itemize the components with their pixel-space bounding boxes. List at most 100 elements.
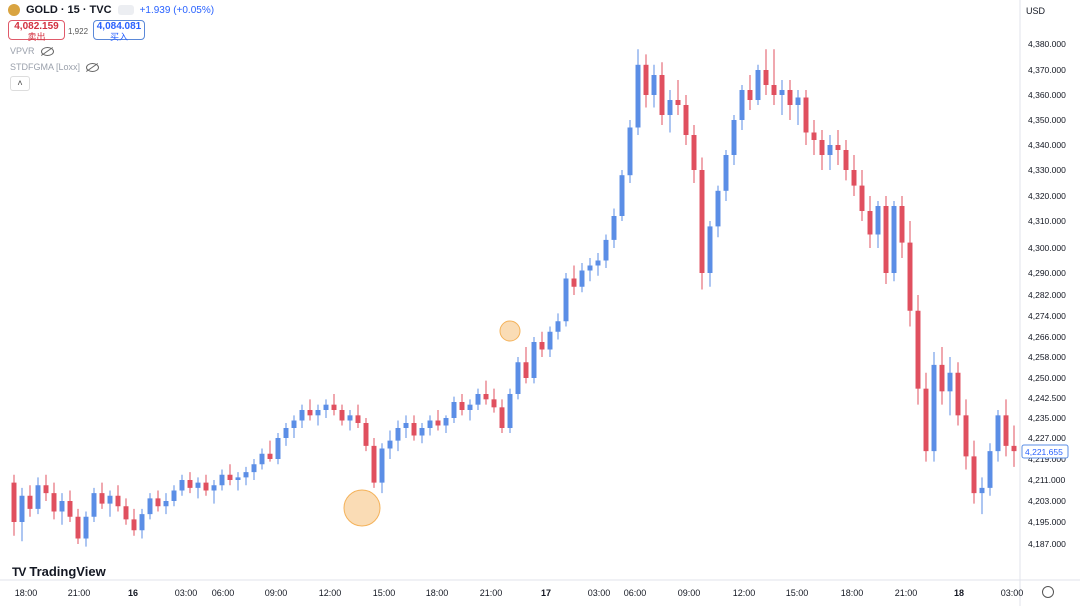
- candle-body: [379, 448, 385, 483]
- candle-body: [387, 440, 393, 449]
- candle-body: [227, 474, 233, 480]
- candle-body: [779, 90, 785, 95]
- gold-logo-icon: [8, 4, 20, 16]
- current-price-label: 4,221.655: [1025, 447, 1063, 457]
- candle-body: [803, 97, 809, 133]
- candle-body: [923, 388, 929, 452]
- candle-body: [427, 420, 433, 428]
- candle-body: [523, 362, 529, 378]
- candle-body: [987, 451, 993, 488]
- candle-body: [979, 487, 985, 494]
- sell-price: 4,082.159: [14, 21, 59, 32]
- candle-body: [507, 394, 513, 428]
- candle-body: [299, 410, 305, 421]
- candle-body: [539, 342, 545, 350]
- candle-body: [107, 495, 113, 504]
- y-tick-label: 4,235.000: [1028, 413, 1066, 423]
- x-tick-label: 06:00: [624, 588, 647, 598]
- candle-body: [579, 270, 585, 287]
- candle-body: [499, 407, 505, 428]
- candle-body: [619, 175, 625, 216]
- collapse-legend-button[interactable]: ˄: [10, 76, 30, 91]
- y-tick-label: 4,370.000: [1028, 65, 1066, 75]
- indicator-stdfgma-label: STDFGMA [Loxx]: [10, 62, 81, 72]
- candle-body: [483, 394, 489, 400]
- candle-body: [291, 420, 297, 428]
- candle-body: [515, 362, 521, 394]
- candle-body: [907, 242, 913, 311]
- candle-body: [419, 428, 425, 436]
- candle-body: [627, 127, 633, 176]
- spread-value: 1,922: [68, 27, 89, 36]
- candle-body: [267, 453, 273, 459]
- candle-body: [43, 485, 49, 494]
- x-tick-label: 15:00: [786, 588, 809, 598]
- candle-body: [115, 495, 121, 507]
- hide-eye-icon[interactable]: [86, 62, 100, 72]
- x-tick-label: 21:00: [480, 588, 503, 598]
- indicator-vpvr[interactable]: VPVR: [10, 46, 54, 56]
- buy-price: 4,084.081: [96, 21, 142, 32]
- candle-body: [451, 402, 457, 418]
- candle-body: [835, 145, 841, 150]
- candle-body: [75, 516, 81, 539]
- candle-body: [715, 190, 721, 227]
- candle-body: [939, 364, 945, 392]
- sell-button[interactable]: 4,082.159 卖出: [8, 20, 65, 42]
- candle-body: [371, 445, 377, 483]
- candle-body: [435, 420, 441, 426]
- candle-body: [355, 415, 361, 423]
- y-tick-label: 4,274.000: [1028, 311, 1066, 321]
- candle-body: [995, 415, 1001, 452]
- candle-body: [99, 493, 105, 504]
- candle-body: [699, 170, 705, 273]
- candle-body: [1011, 445, 1017, 452]
- candle-body: [747, 90, 753, 100]
- candle-body: [315, 410, 321, 416]
- candle-body: [827, 145, 833, 155]
- y-tick-label: 4,203.000: [1028, 496, 1066, 506]
- candle-body: [667, 100, 673, 115]
- candle-body: [275, 438, 281, 459]
- candle-body: [963, 415, 969, 457]
- market-status-icon[interactable]: [117, 5, 134, 15]
- candle-body: [755, 70, 761, 100]
- x-tick-label: 15:00: [373, 588, 396, 598]
- candle-body: [27, 495, 33, 509]
- candle-body: [571, 278, 577, 287]
- brand-name: TradingView: [29, 564, 106, 579]
- candle-body: [259, 453, 265, 465]
- candle-body: [643, 64, 649, 95]
- candle-body: [219, 474, 225, 486]
- candle-body: [139, 514, 145, 531]
- candle-body: [331, 404, 337, 410]
- candle-body: [1003, 415, 1009, 446]
- candle-body: [11, 482, 17, 522]
- candle-body: [251, 464, 257, 473]
- settings-gear-icon[interactable]: [1042, 586, 1054, 598]
- y-tick-label: 4,250.000: [1028, 373, 1066, 383]
- x-tick-label: 16: [128, 588, 138, 598]
- x-tick-label: 03:00: [1001, 588, 1024, 598]
- x-tick-label: 18:00: [426, 588, 449, 598]
- hide-eye-icon[interactable]: [40, 46, 54, 56]
- candle-body: [459, 402, 465, 410]
- candle-body: [899, 206, 905, 243]
- buy-button[interactable]: 4,084.081 买入: [93, 20, 145, 42]
- candle-body: [795, 97, 801, 105]
- candle-body: [51, 493, 57, 512]
- price-change: +1.939 (+0.05%): [139, 4, 215, 16]
- candle-body: [203, 482, 209, 491]
- currency-label[interactable]: USD: [1026, 6, 1046, 16]
- x-tick-label: 12:00: [733, 588, 756, 598]
- candle-body: [155, 498, 161, 507]
- candle-body: [83, 516, 89, 539]
- y-tick-label: 4,320.000: [1028, 191, 1066, 201]
- y-tick-label: 4,258.000: [1028, 352, 1066, 362]
- indicator-stdfgma[interactable]: STDFGMA [Loxx]: [10, 62, 100, 72]
- x-tick-label: 03:00: [588, 588, 611, 598]
- symbol-title[interactable]: GOLD · 15 · TVC: [26, 4, 112, 16]
- y-tick-label: 4,266.000: [1028, 332, 1066, 342]
- candle-body: [955, 372, 961, 416]
